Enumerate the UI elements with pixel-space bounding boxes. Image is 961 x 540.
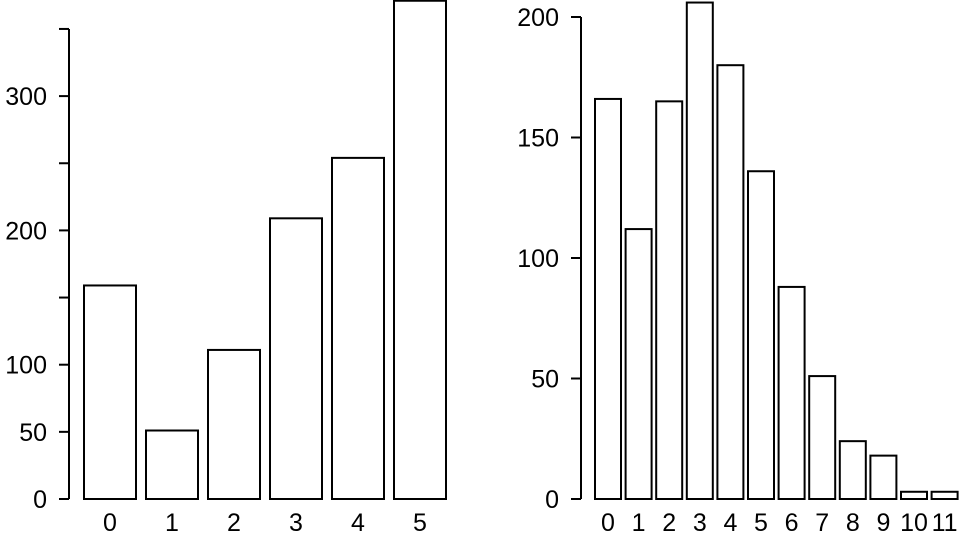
x-tick-label: 4 <box>723 509 737 537</box>
bar <box>145 429 199 500</box>
y-tick-label: 50 <box>19 419 47 447</box>
x-tick-label: 5 <box>413 509 427 537</box>
bar <box>716 64 745 500</box>
bar <box>777 285 806 501</box>
x-tick-label: 9 <box>876 509 890 537</box>
x-tick-label: 10 <box>900 509 928 537</box>
bar <box>747 170 775 501</box>
y-tick-label: 0 <box>545 486 559 514</box>
x-tick-label: 2 <box>662 509 676 537</box>
bar <box>930 490 959 500</box>
bar <box>869 454 898 500</box>
bar <box>269 217 323 501</box>
y-tick-label: 100 <box>517 245 559 273</box>
bar <box>838 440 867 501</box>
bar <box>393 0 447 500</box>
left-bar-chart: 0 50 100 200 300 0 1 2 3 4 5 <box>5 0 447 537</box>
y-tick-label: 300 <box>5 83 47 111</box>
x-tick-label: 11 <box>932 509 958 537</box>
bar <box>808 375 837 500</box>
bar <box>331 156 385 501</box>
x-tick-label: 3 <box>289 509 303 537</box>
bar <box>594 97 622 500</box>
bar <box>900 490 928 500</box>
x-tick-label: 5 <box>754 509 768 537</box>
x-tick-label: 1 <box>632 509 646 537</box>
y-tick-label: 150 <box>517 125 559 153</box>
x-tick-label: 8 <box>846 509 860 537</box>
y-tick-label: 0 <box>33 486 47 514</box>
bar <box>655 100 684 500</box>
bar <box>83 284 137 501</box>
bar <box>624 228 653 501</box>
x-tick-label: 2 <box>227 509 241 537</box>
bar <box>685 1 714 500</box>
y-tick-label: 200 <box>517 4 559 32</box>
x-tick-label: 1 <box>165 509 179 537</box>
y-tick-label: 200 <box>5 217 47 245</box>
x-tick-label: 3 <box>693 509 707 537</box>
x-tick-label: 6 <box>785 509 799 537</box>
y-tick-label: 50 <box>531 366 559 394</box>
x-tick-label: 0 <box>601 509 615 537</box>
bar <box>207 348 261 500</box>
x-tick-label: 4 <box>351 509 365 537</box>
x-tick-label: 0 <box>103 509 117 537</box>
x-tick-label: 7 <box>815 509 829 537</box>
y-tick-label: 100 <box>5 352 47 380</box>
